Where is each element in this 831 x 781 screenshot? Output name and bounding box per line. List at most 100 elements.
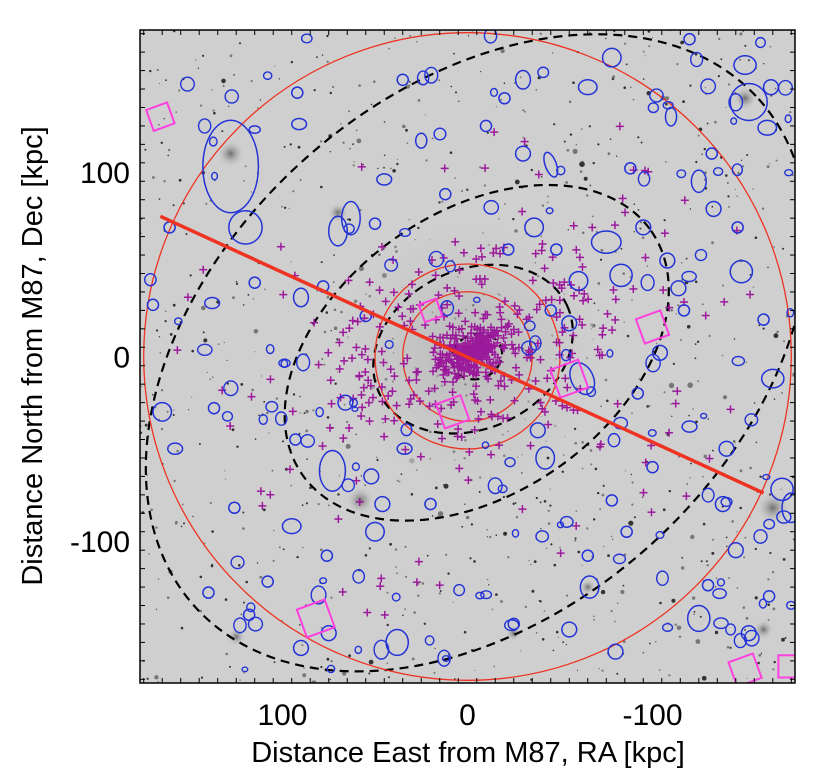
star-speck <box>483 184 486 187</box>
star-speck <box>616 672 619 675</box>
star-speck <box>775 159 778 162</box>
source-ellipse <box>453 583 466 597</box>
star-speck <box>320 665 323 669</box>
star-speck <box>752 188 754 190</box>
source-ellipse <box>437 649 451 667</box>
star-speck <box>438 79 441 82</box>
star-speck <box>744 629 746 631</box>
star-speck <box>641 496 644 498</box>
source-ellipse <box>713 617 729 630</box>
gc-cross <box>615 122 624 131</box>
source-ellipse <box>196 343 213 357</box>
source-ellipse <box>701 578 715 592</box>
star-speck <box>211 530 214 533</box>
star-speck <box>540 176 543 178</box>
star-speck <box>290 261 292 263</box>
star-speck <box>166 596 170 599</box>
star-speck <box>566 148 570 152</box>
gc-cross <box>538 404 547 413</box>
star-speck <box>766 165 770 169</box>
star-speck <box>592 161 595 165</box>
star-speck <box>417 594 420 597</box>
star-speck <box>549 504 552 507</box>
source-ellipse <box>762 473 771 481</box>
gc-cross <box>510 301 519 310</box>
gc-cross <box>339 328 348 337</box>
gc-cross <box>563 403 572 412</box>
source-ellipse <box>441 655 451 662</box>
star-speck <box>229 665 231 668</box>
star-speck <box>503 531 508 536</box>
star-speck <box>601 669 604 672</box>
star-speck <box>378 253 381 256</box>
source-ellipse <box>635 219 652 236</box>
star-speck <box>744 44 747 47</box>
gc-cross <box>381 297 390 306</box>
star-speck <box>273 529 275 532</box>
star-speck <box>342 141 345 144</box>
star-speck <box>543 500 547 503</box>
gc-cross <box>535 300 544 309</box>
source-ellipse <box>560 348 572 362</box>
star-speck <box>781 392 783 394</box>
star-speck <box>320 185 323 189</box>
star-speck <box>226 382 229 385</box>
star-speck <box>658 669 661 671</box>
star-speck <box>706 122 709 125</box>
star-speck <box>465 515 470 520</box>
source-ellipse <box>744 413 759 427</box>
gc-cross <box>386 365 395 374</box>
gc-cross <box>335 338 344 347</box>
star-speck <box>663 219 666 222</box>
star-speck <box>209 501 212 504</box>
star-speck <box>678 635 682 638</box>
gc-cross <box>641 253 650 262</box>
star-speck <box>316 290 318 292</box>
source-ellipse <box>290 117 308 131</box>
star-speck <box>742 606 746 609</box>
gc-cross <box>486 343 495 352</box>
source-ellipse <box>731 163 744 177</box>
gc-cross <box>507 340 516 349</box>
star-speck <box>159 351 162 354</box>
source-ellipse <box>714 495 731 513</box>
star-speck <box>685 257 688 260</box>
gc-cross <box>266 490 275 499</box>
star-speck <box>447 572 450 575</box>
source-ellipse <box>258 413 269 425</box>
star-speck <box>386 623 389 627</box>
source-ellipse <box>300 434 316 448</box>
gc-cross <box>479 345 488 354</box>
star-speck <box>767 578 770 581</box>
source-ellipse <box>146 298 160 312</box>
source-ellipse <box>785 600 795 610</box>
star-speck <box>312 409 315 412</box>
star-speck <box>243 180 246 182</box>
star-speck <box>158 124 160 126</box>
star-speck <box>782 558 786 561</box>
source-ellipse <box>781 492 795 524</box>
star-speck <box>445 553 448 556</box>
star-speck <box>706 564 709 567</box>
star-speck <box>211 89 213 91</box>
source-ellipse <box>676 169 687 179</box>
star-speck <box>486 528 489 531</box>
star-speck <box>340 123 342 125</box>
gc-cross <box>380 432 389 441</box>
source-ellipse <box>179 76 195 92</box>
star-speck <box>597 309 600 312</box>
star-speck <box>352 143 354 146</box>
gc-cross <box>575 315 584 324</box>
gc-cross <box>454 425 463 434</box>
star-speck <box>520 471 523 474</box>
star-speck <box>238 564 241 567</box>
source-ellipse <box>705 147 719 160</box>
gc-cross <box>390 416 399 425</box>
star-speck <box>271 469 274 472</box>
star-speck <box>299 624 301 626</box>
star-speck <box>205 202 208 205</box>
star-speck <box>682 100 685 103</box>
star-speck <box>672 362 676 365</box>
star-speck <box>693 613 695 615</box>
source-ellipse <box>354 645 363 655</box>
